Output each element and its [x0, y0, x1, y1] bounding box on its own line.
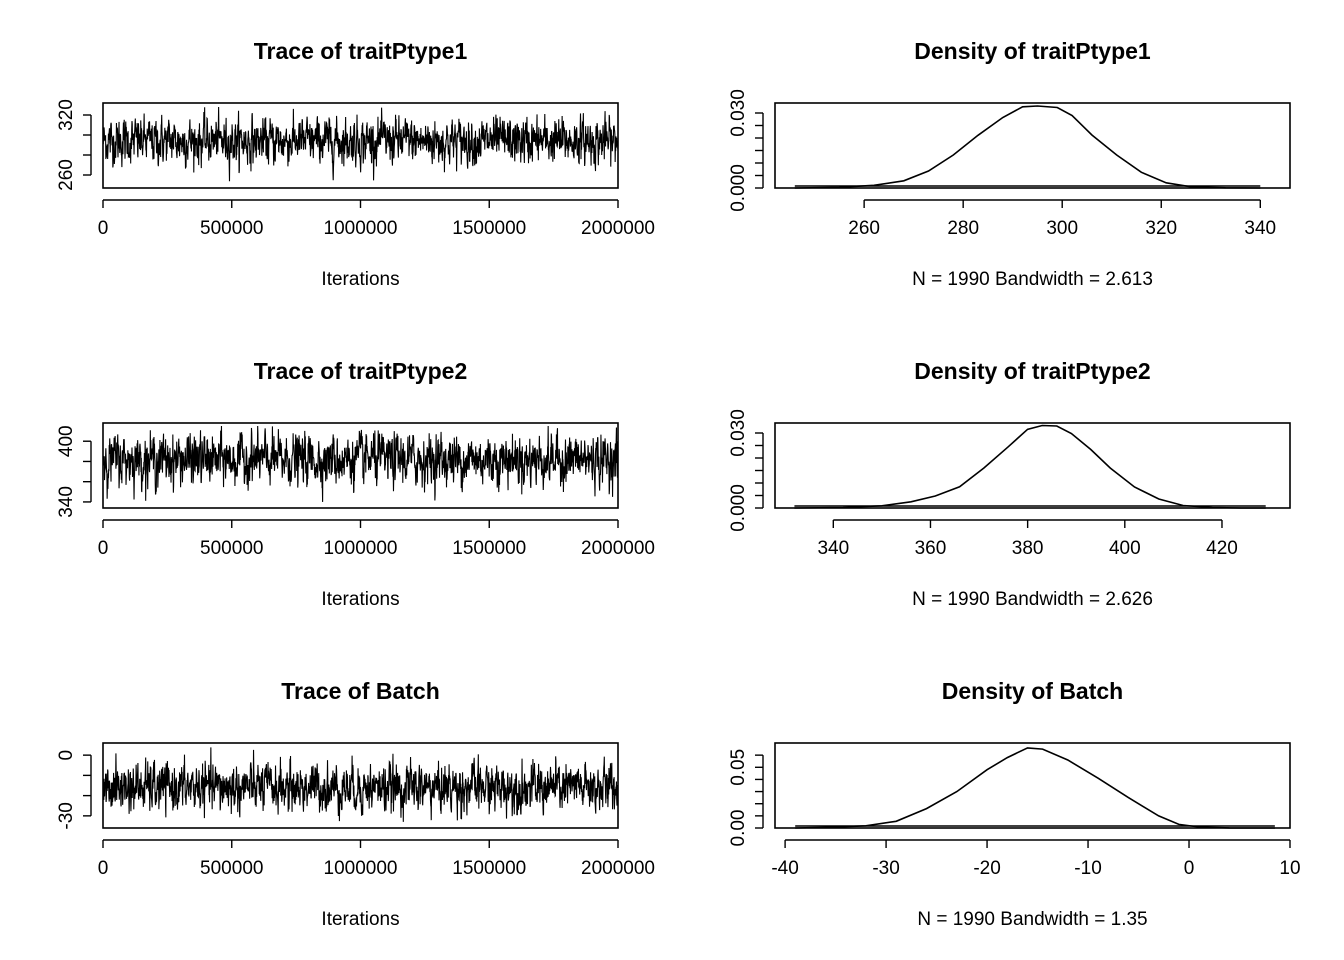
plot-title: Trace of traitPtype2	[254, 358, 467, 384]
y-tick-label: 400	[56, 425, 77, 457]
plot-panel-6: Density of Batch -40 -30 -20 -10 0 10 0.00 0.05 N…	[728, 678, 1301, 930]
plot-title: Density of traitPtype2	[914, 358, 1150, 384]
x-tick-label: 1500000	[452, 858, 526, 879]
x-tick-label: 1500000	[452, 538, 526, 559]
y-tick-label: 0.030	[728, 89, 749, 137]
x-tick-label: 280	[947, 218, 979, 239]
x-axis-label: N = 1990 Bandwidth = 2.613	[912, 269, 1153, 290]
x-tick-label: 0	[98, 218, 109, 239]
x-tick-label: 500000	[200, 858, 263, 879]
x-axis-label: Iterations	[321, 909, 399, 930]
x-tick-label: 1000000	[324, 858, 398, 879]
x-axis-label: Iterations	[321, 589, 399, 610]
x-tick-label: -10	[1074, 858, 1101, 879]
x-tick-label: 260	[848, 218, 880, 239]
x-tick-label: 420	[1206, 538, 1238, 559]
x-tick-label: 300	[1046, 218, 1078, 239]
x-tick-label: 1500000	[452, 218, 526, 239]
x-tick-label: 0	[98, 858, 109, 879]
x-tick-label: 400	[1109, 538, 1141, 559]
x-axis: 0 500000 1000000 1500000 2000000	[98, 519, 655, 559]
x-tick-label: 1000000	[324, 218, 398, 239]
x-tick-label: 360	[915, 538, 947, 559]
x-tick-label: -40	[771, 858, 798, 879]
x-axis-label: N = 1990 Bandwidth = 1.35	[917, 909, 1147, 930]
plot-panel-2: Density of traitPtype1 260 280 300 320 340 0.0…	[728, 38, 1291, 290]
y-axis: 340 400	[56, 425, 92, 518]
plot-title: Trace of traitPtype1	[254, 38, 468, 64]
x-tick-label: 2000000	[581, 218, 655, 239]
y-axis: 0.000 0.030	[728, 89, 764, 212]
y-tick-label: 0	[56, 750, 77, 761]
x-tick-label: 0	[98, 538, 109, 559]
x-tick-label: 320	[1145, 218, 1177, 239]
x-axis: 260 280 300 320 340	[848, 199, 1276, 239]
x-tick-label: 380	[1012, 538, 1044, 559]
trace-line	[102, 426, 619, 502]
plot-title: Density of Batch	[942, 678, 1123, 704]
y-axis: 0.000 0.030	[728, 409, 764, 532]
plot-frame	[774, 102, 1291, 189]
x-axis-label: N = 1990 Bandwidth = 2.626	[912, 589, 1153, 610]
x-axis: 340 360 380 400 420	[817, 519, 1238, 559]
y-tick-label: 260	[56, 159, 77, 191]
y-tick-label: 0.00	[728, 810, 749, 847]
x-tick-label: 0	[1184, 858, 1195, 879]
y-tick-label: -30	[56, 802, 77, 829]
trace-line	[102, 747, 619, 822]
density-curve	[795, 747, 1275, 829]
x-tick-label: 2000000	[581, 858, 655, 879]
plot-frame	[774, 422, 1291, 509]
x-axis: 0 500000 1000000 1500000 2000000	[98, 199, 655, 239]
x-axis: 0 500000 1000000 1500000 2000000	[98, 839, 655, 879]
plot-panel-1: Trace of traitPtype1 0 500000 1000000 150000…	[56, 38, 655, 290]
trace-line	[102, 106, 619, 182]
plot-panel-3: Trace of traitPtype2 0 500000 1000000 150000…	[56, 358, 655, 610]
plot-frame	[774, 742, 1291, 829]
x-tick-label: 2000000	[581, 538, 655, 559]
y-axis: 0.00 0.05	[728, 749, 764, 847]
y-tick-label: 0.030	[728, 409, 749, 457]
y-tick-label: 320	[56, 99, 77, 131]
y-tick-label: 0.05	[728, 749, 749, 786]
x-axis: -40 -30 -20 -10 0 10	[771, 839, 1301, 879]
y-tick-label: 0.000	[728, 484, 749, 532]
plot-panel-5: Trace of Batch 0 500000 1000000 1500000 20000…	[56, 678, 655, 930]
plot-panel-4: Density of traitPtype2 340 360 380 400 420 0.0…	[728, 358, 1291, 610]
density-curve	[794, 105, 1261, 189]
x-tick-label: 500000	[200, 218, 263, 239]
plot-title: Density of traitPtype1	[914, 38, 1151, 64]
x-tick-label: -30	[872, 858, 899, 879]
density-curve	[794, 424, 1266, 509]
plot-title: Trace of Batch	[281, 678, 440, 704]
x-tick-label: -20	[973, 858, 1000, 879]
x-tick-label: 500000	[200, 538, 263, 559]
x-tick-label: 10	[1279, 858, 1300, 879]
x-tick-label: 340	[817, 538, 849, 559]
y-tick-label: 0.000	[728, 164, 749, 212]
y-axis: 260 320	[56, 99, 92, 191]
x-tick-label: 1000000	[324, 538, 398, 559]
y-tick-label: 340	[56, 486, 77, 518]
x-axis-label: Iterations	[321, 269, 399, 290]
y-axis: -30 0	[56, 750, 92, 830]
x-tick-label: 340	[1244, 218, 1276, 239]
